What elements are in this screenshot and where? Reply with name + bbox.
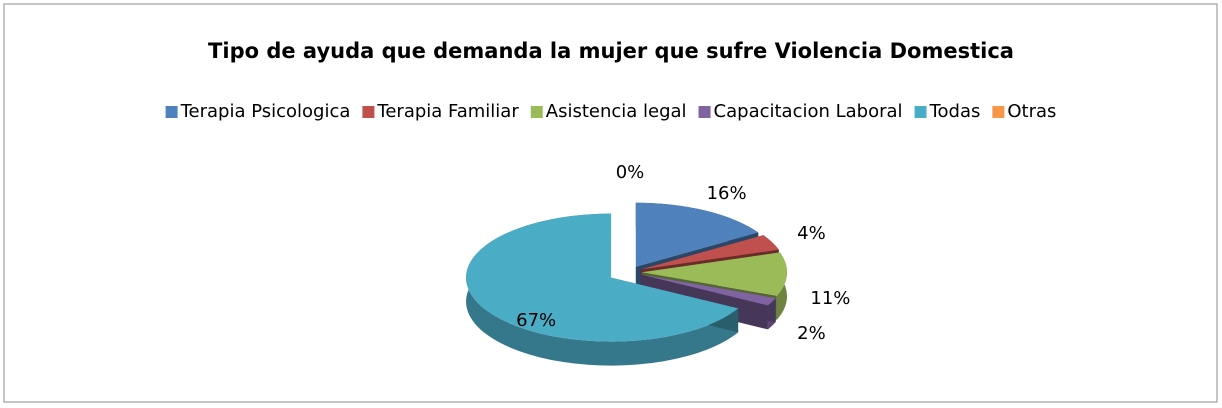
legend-label: Otras [1007,101,1056,122]
slice [466,213,739,342]
legend-label: Capacitacion Laboral [714,101,903,122]
legend-swatch [362,106,375,118]
legend-swatch [165,106,178,118]
data-label: 16% [707,183,747,204]
slice [640,235,779,270]
data-label: 11% [810,288,850,309]
legend-swatch [698,106,711,118]
legend-label: Terapia Psicologica [180,101,351,122]
chart-title: Tipo de ayuda que demanda la mujer que s… [208,39,1014,63]
data-label: 4% [797,223,826,244]
legend: Terapia Psicologica Terapia Familiar Asist… [165,101,1056,122]
legend-label: Asistencia legal [546,101,687,122]
data-label: 0% [616,162,645,183]
slice [641,252,787,296]
data-label: 67% [516,310,556,331]
slice [640,274,776,306]
slice [635,202,759,267]
legend-label: Terapia Familiar [376,101,519,122]
legend-swatch [914,106,927,118]
data-label: 2% [797,323,826,344]
legend-swatch [992,106,1005,118]
legend-swatch [530,106,543,118]
legend-label: Todas [929,101,981,122]
